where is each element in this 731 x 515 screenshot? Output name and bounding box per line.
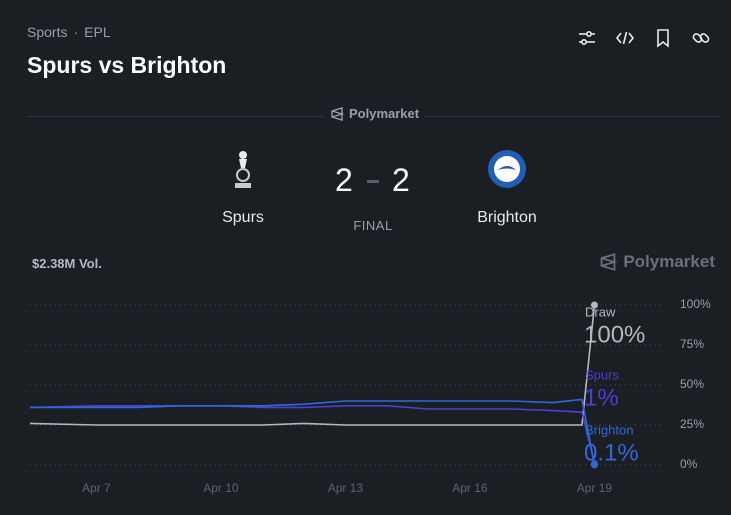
y-tick-label: 25% (680, 417, 704, 431)
link-icon[interactable] (691, 28, 711, 48)
y-tick-label: 75% (680, 337, 704, 351)
end-value-label: 0.1% (584, 439, 639, 466)
series-line (29, 405, 596, 464)
legend-name: Brighton (585, 422, 633, 437)
embed-icon[interactable] (615, 28, 635, 48)
source-name: Polymarket (349, 106, 420, 121)
away-score: 2 (392, 162, 410, 198)
chart: 100% 75% 50% 25% 0% Apr 7 Apr 10 Apr 13 Apr 16 Ap… (29, 297, 711, 495)
end-dot (590, 301, 598, 309)
end-value-label: 100% (584, 321, 645, 348)
team-logo (488, 150, 526, 188)
y-tick-label: 50% (680, 377, 704, 391)
y-tick-label: 100% (680, 297, 711, 311)
match-status: FINAL (353, 218, 393, 233)
home-team[interactable]: Spurs (183, 148, 303, 227)
bookmark-icon[interactable] (653, 28, 673, 48)
title: Spurs vs Brighton (27, 52, 227, 78)
x-tick-label: Apr 16 (452, 481, 488, 495)
separator: · (73, 24, 79, 40)
legend-name: Spurs (585, 367, 619, 382)
breadcrumb-item[interactable]: EPL (84, 24, 111, 40)
toolbar (577, 28, 711, 48)
away-team[interactable]: Brighton (447, 148, 567, 227)
x-tick-label: Apr 7 (82, 481, 111, 495)
series-line (30, 398, 596, 465)
series-line (29, 304, 596, 426)
logo (600, 253, 618, 271)
watermark-text: Polymarket (623, 252, 715, 271)
breadcrumb: Sports · EPL (27, 24, 111, 40)
score-separator (367, 180, 379, 183)
breadcrumb-item[interactable]: Sports (27, 24, 68, 40)
x-tick-label: Apr 10 (203, 481, 239, 495)
settings-icon[interactable] (577, 28, 597, 48)
x-tick-label: Apr 13 (328, 481, 364, 495)
volume: $2.38M Vol. (32, 256, 102, 271)
y-tick-label: 0% (680, 457, 698, 471)
watermark: Polymarket (599, 252, 715, 272)
logo (331, 106, 344, 121)
x-tick-label: Apr 19 (577, 481, 613, 495)
source-badge: Polymarket (324, 106, 426, 121)
team-name: Brighton (477, 209, 537, 226)
team-logo (235, 151, 251, 188)
end-value-label: 1% (584, 384, 619, 411)
end-dot (590, 461, 598, 469)
home-score: 2 (335, 162, 353, 198)
team-name: Spurs (222, 209, 264, 226)
legend-name: Draw (585, 304, 616, 319)
